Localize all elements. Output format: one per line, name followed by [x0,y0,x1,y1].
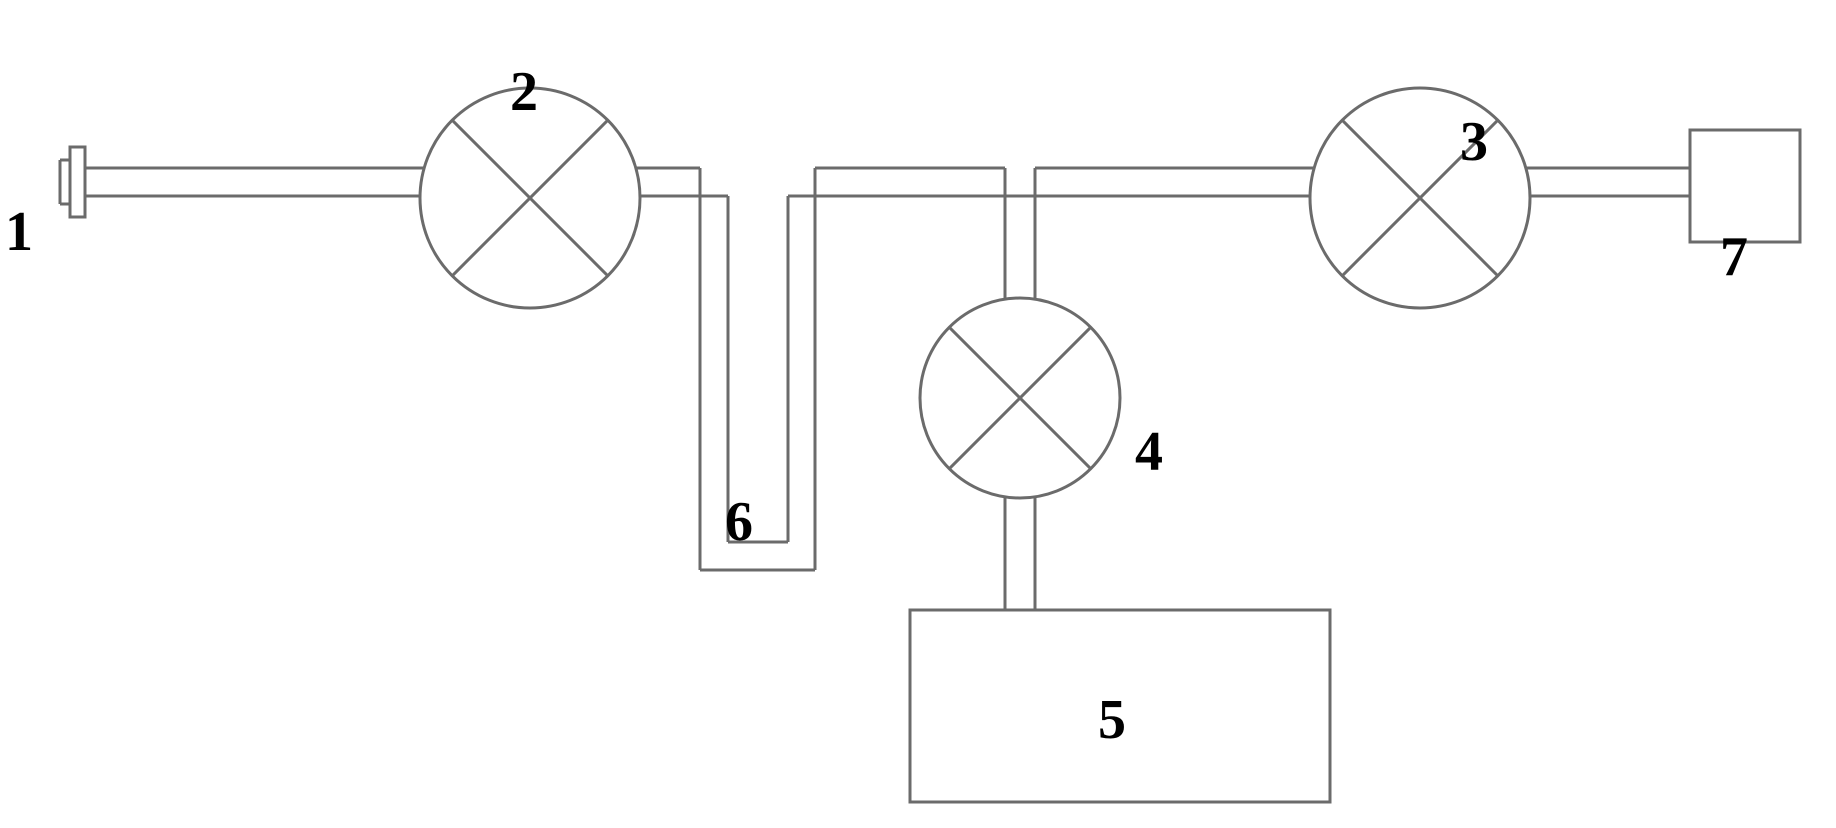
node-label-6: 6 [725,490,753,554]
node-label-7: 7 [1720,225,1748,289]
node-label-2: 2 [510,60,538,124]
node-label-3: 3 [1460,110,1488,174]
node-label-4: 4 [1135,420,1163,484]
schematic-diagram [0,0,1836,828]
node-label-1: 1 [5,200,33,264]
node-label-5: 5 [1098,688,1126,752]
